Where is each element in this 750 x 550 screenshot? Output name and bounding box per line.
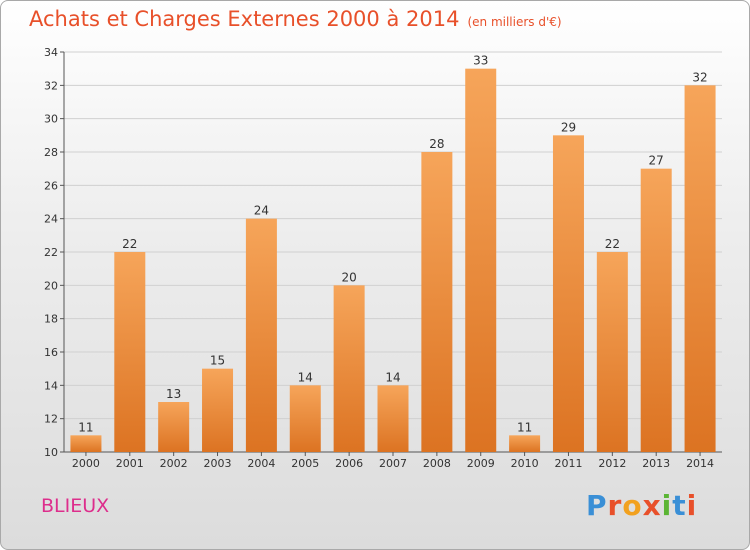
y-tick-label: 16 xyxy=(44,346,58,359)
value-label: 28 xyxy=(429,137,444,151)
bar-2010 xyxy=(509,435,541,452)
y-tick-labels: 10 12 14 16 18 20 22 24 26 28 30 32 34 xyxy=(44,46,58,459)
y-tick-label: 28 xyxy=(44,146,58,159)
brand-letter: o xyxy=(622,489,643,522)
bar-2006 xyxy=(333,285,365,452)
value-label: 11 xyxy=(517,420,532,434)
value-label: 13 xyxy=(166,387,181,401)
value-label: 22 xyxy=(605,237,620,251)
x-tick-label: 2009 xyxy=(467,457,495,470)
x-tick-label: 2004 xyxy=(247,457,275,470)
proxiti-logo: Proxiti xyxy=(586,489,697,522)
value-label: 20 xyxy=(341,270,356,284)
value-label: 27 xyxy=(649,154,664,168)
town-name: BLIEUX xyxy=(41,495,110,517)
value-label: 22 xyxy=(122,237,137,251)
x-tick-label: 2001 xyxy=(116,457,144,470)
brand-letter: r xyxy=(607,489,623,522)
y-tick-label: 34 xyxy=(44,46,58,59)
y-tick-label: 10 xyxy=(44,446,58,459)
x-tick-label: 2013 xyxy=(642,457,670,470)
x-tick-label: 2002 xyxy=(160,457,188,470)
y-tick-label: 12 xyxy=(44,413,58,426)
y-tick-label: 32 xyxy=(44,79,58,92)
x-tick-label: 2011 xyxy=(554,457,582,470)
y-tick-label: 26 xyxy=(44,179,58,192)
x-tick-label: 2012 xyxy=(598,457,626,470)
value-label: 33 xyxy=(473,54,488,68)
value-label: 11 xyxy=(78,420,93,434)
brand-letter: i xyxy=(686,489,698,522)
bar-2003 xyxy=(202,368,234,452)
bar-2012 xyxy=(596,252,628,452)
y-tick-label: 20 xyxy=(44,279,58,292)
x-tick-label: 2000 xyxy=(72,457,100,470)
chart-title-block: Achats et Charges Externes 2000 à 2014 (e… xyxy=(29,7,562,31)
x-tick-label: 2006 xyxy=(335,457,363,470)
x-tick-label: 2005 xyxy=(291,457,319,470)
x-tick-label: 2010 xyxy=(511,457,539,470)
value-label: 14 xyxy=(298,370,313,384)
bar-2014 xyxy=(684,85,716,452)
bar-2007 xyxy=(377,385,409,452)
brand-letter: P xyxy=(586,489,608,522)
bar-2005 xyxy=(289,385,321,452)
value-label: 24 xyxy=(254,204,269,218)
x-tick-label: 2003 xyxy=(204,457,232,470)
bar-2013 xyxy=(640,168,672,452)
bar-2001 xyxy=(114,252,146,452)
brand-letter: x xyxy=(642,489,662,522)
chart-unit: (en milliers d'€) xyxy=(467,15,562,29)
x-tick-labels: 2000 2001 2002 2003 2004 2005 2006 2007 2008 2009… xyxy=(72,457,714,470)
x-tick-label: 2008 xyxy=(423,457,451,470)
y-tick-label: 22 xyxy=(44,246,58,259)
bar-2008 xyxy=(421,152,453,452)
value-label: 29 xyxy=(561,120,576,134)
chart-title: Achats et Charges Externes 2000 à 2014 xyxy=(29,7,460,31)
y-tick-label: 14 xyxy=(44,379,58,392)
bar-2002 xyxy=(158,402,190,452)
value-label: 15 xyxy=(210,354,225,368)
y-tick-label: 30 xyxy=(44,113,58,126)
value-label: 14 xyxy=(385,370,400,384)
value-label: 32 xyxy=(692,70,707,84)
bar-2000 xyxy=(70,435,102,452)
y-tick-label: 18 xyxy=(44,313,58,326)
x-tick-label: 2014 xyxy=(686,457,714,470)
bar-2004 xyxy=(245,218,277,452)
bar-2009 xyxy=(465,68,497,453)
value-labels: 11 22 13 15 24 14 20 14 28 33 11 29 22 27 32 xyxy=(78,54,707,435)
bar-2011 xyxy=(552,135,584,453)
y-tick-label: 24 xyxy=(44,213,58,226)
bars xyxy=(70,68,716,453)
x-tick-label: 2007 xyxy=(379,457,407,470)
brand-letter: t xyxy=(672,489,687,522)
brand-letter: i xyxy=(661,489,673,522)
